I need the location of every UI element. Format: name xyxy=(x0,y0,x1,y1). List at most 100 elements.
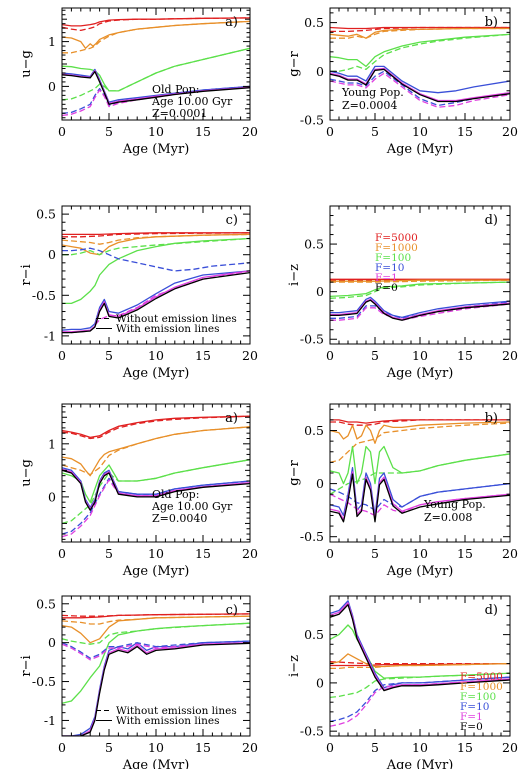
series-line-f-1-dashed xyxy=(330,72,510,108)
x-tick-label: 5 xyxy=(371,740,379,755)
x-tick-label: 5 xyxy=(105,740,113,755)
series-group xyxy=(62,613,250,736)
series-line-f-10-dashed xyxy=(330,70,510,107)
legend-entry: F=5000 xyxy=(460,671,503,683)
panel-tag: d) xyxy=(485,213,498,228)
y-axis-label: r−i xyxy=(19,264,34,285)
series-group xyxy=(330,600,510,727)
x-tick-label: 10 xyxy=(412,348,428,363)
series-line-f-1000-dashed xyxy=(62,615,250,625)
annotation-line: Z=0.008 xyxy=(424,511,472,524)
series-line-f-5000-dashed xyxy=(330,661,510,665)
x-tick-label: 15 xyxy=(457,546,473,561)
panel-p3: 0 5 10 15 20 -1 -0.5 0 0.5 Age (Myr) r−i c) Without … xyxy=(19,205,258,381)
series-line-f-5000-solid xyxy=(62,17,250,27)
x-tick-label: 0 xyxy=(326,348,334,363)
x-tick-label: 20 xyxy=(242,124,258,139)
annotation-line: Z=0.0001 xyxy=(152,107,207,120)
series-line-f-0-solid xyxy=(330,604,510,692)
series-line-f-5000-solid xyxy=(62,415,250,439)
annotation-line: Age 10.00 Gyr xyxy=(151,500,233,513)
x-tick-label: 20 xyxy=(502,124,518,139)
x-axis-label: Age (Myr) xyxy=(386,564,454,579)
series-line-f-100-dashed xyxy=(62,47,250,101)
x-axis-label: Age (Myr) xyxy=(386,366,454,381)
series-line-f-0-solid xyxy=(330,68,510,103)
x-tick-label: 15 xyxy=(195,124,211,139)
series-line-f-0-solid xyxy=(62,70,250,105)
y-tick-label: -1 xyxy=(44,713,56,728)
x-tick-label: 20 xyxy=(242,740,258,755)
series-group xyxy=(62,232,250,334)
series-group xyxy=(62,17,250,117)
series-group xyxy=(330,278,510,321)
series-line-f-1000-dashed xyxy=(62,20,250,54)
panel-tag: b) xyxy=(485,411,498,426)
y-axis-label: i−z xyxy=(287,264,302,286)
series-line-f-1000-dashed xyxy=(330,422,510,464)
x-tick-label: 10 xyxy=(148,546,164,561)
series-line-f-1-dashed xyxy=(62,642,250,661)
y-tick-label: -1 xyxy=(44,328,56,343)
series-line-f-100-dashed xyxy=(62,237,250,256)
y-tick-label: 0.5 xyxy=(304,627,324,642)
legend-entry: F=100 xyxy=(375,252,411,264)
x-tick-label: 0 xyxy=(58,546,66,561)
series-line-f-100-dashed xyxy=(330,33,510,72)
x-tick-label: 15 xyxy=(457,124,473,139)
x-tick-label: 20 xyxy=(502,348,518,363)
y-tick-label: -0.5 xyxy=(32,674,56,689)
panel-p7: 0 5 10 15 20 -1 -0.5 0 0.5 Age (Myr) r−i c) Without … xyxy=(19,595,258,769)
series-line-f-1000-solid xyxy=(330,421,510,444)
y-tick-label: 0.5 xyxy=(304,423,324,438)
annotation-line: Young Pop. xyxy=(423,498,486,511)
x-tick-label: 10 xyxy=(412,740,428,755)
panel-tag: c) xyxy=(226,603,238,618)
y-tick-label: 0 xyxy=(316,284,324,299)
series-line-f-100-dashed xyxy=(62,459,250,525)
series-line-f-1000-solid xyxy=(330,653,510,668)
x-axis-label: Age (Myr) xyxy=(122,564,190,579)
x-tick-label: 5 xyxy=(105,546,113,561)
series-line-f-1000-solid xyxy=(62,426,250,477)
panel-p1: 0 5 10 15 20 0 1 Age (Myr) u−g a) Old Pop:Age 10.0… xyxy=(19,7,258,157)
y-tick-label: 0 xyxy=(316,476,324,491)
series-line-f-1000-solid xyxy=(62,20,250,49)
series-line-f-100-dashed xyxy=(330,453,510,495)
y-tick-label: 0 xyxy=(48,635,56,650)
annotation-line: Old Pop: xyxy=(152,83,199,96)
plot-frame xyxy=(329,205,511,345)
x-axis-label: Age (Myr) xyxy=(122,142,190,157)
series-line-f-10-solid xyxy=(330,296,510,319)
series-line-f-10-dashed xyxy=(62,640,250,659)
x-tick-label: 0 xyxy=(326,546,334,561)
y-tick-label: 0.5 xyxy=(36,207,56,222)
series-line-f-0-solid xyxy=(62,271,250,334)
x-tick-label: 20 xyxy=(242,546,258,561)
y-tick-label: 0 xyxy=(48,79,56,94)
series-line-f-100-solid xyxy=(330,33,510,68)
x-tick-label: 10 xyxy=(148,124,164,139)
series-line-f-1-solid xyxy=(62,642,250,736)
x-tick-label: 10 xyxy=(412,124,428,139)
annotation-line: Old Pop: xyxy=(152,488,199,501)
x-axis-label: Age (Myr) xyxy=(386,142,454,157)
series-line-f-0-solid xyxy=(62,469,250,511)
series-line-f-10-solid xyxy=(330,65,510,94)
series-line-f-10-dashed xyxy=(330,676,510,723)
series-line-f-100-solid xyxy=(62,237,250,305)
x-tick-label: 5 xyxy=(105,124,113,139)
y-axis-label: u−g xyxy=(19,50,34,78)
series-line-f-5000-dashed xyxy=(62,415,250,440)
series-line-f-0-solid xyxy=(330,299,510,321)
x-tick-label: 0 xyxy=(58,740,66,755)
x-tick-label: 5 xyxy=(371,348,379,363)
legend-line-label-dashed: Without emission lines xyxy=(116,313,237,325)
series-line-f-5000-solid xyxy=(330,419,510,424)
y-tick-label: 0 xyxy=(48,247,56,262)
series-line-f-100-dashed xyxy=(62,622,250,645)
series-line-f-1-dashed xyxy=(330,303,510,321)
series-line-f-100-solid xyxy=(62,622,250,704)
